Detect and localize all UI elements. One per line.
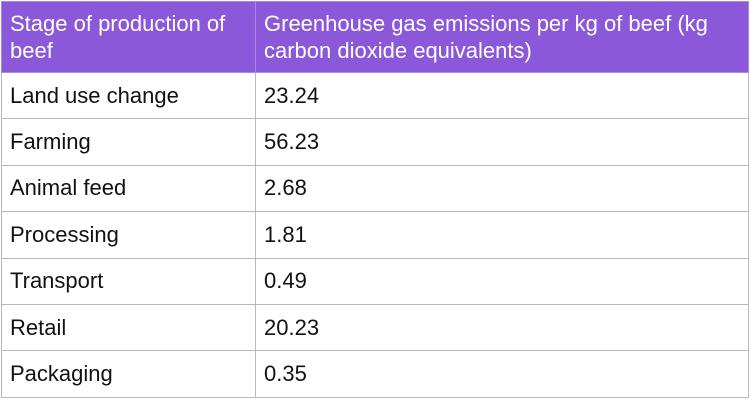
header-row: Stage of production of beef Greenhouse g… bbox=[1, 1, 749, 73]
table-row: Transport 0.49 bbox=[1, 257, 749, 305]
table-row: Animal feed 2.68 bbox=[1, 164, 749, 213]
table-row: Packaging 0.35 bbox=[1, 350, 749, 398]
stage-cell: Farming bbox=[1, 118, 256, 166]
stage-cell: Processing bbox=[1, 211, 256, 259]
table-body: Land use change 23.24 Farming 56.23 Animal f… bbox=[1, 71, 749, 398]
emission-cell: 0.35 bbox=[255, 350, 749, 398]
table-row: Retail 20.23 bbox=[1, 303, 749, 352]
header-cell: Stage of production of beef bbox=[1, 1, 256, 73]
table-row: Farming 56.23 bbox=[1, 118, 749, 166]
stage-cell: Land use change bbox=[1, 71, 256, 120]
stage-cell: Animal feed bbox=[1, 164, 256, 213]
emission-cell: 23.24 bbox=[255, 71, 749, 120]
header-cell: Greenhouse gas emissions per kg of beef … bbox=[255, 1, 749, 73]
emission-cell: 2.68 bbox=[255, 164, 749, 213]
emissions-table: Stage of production of beef Greenhouse g… bbox=[1, 1, 749, 398]
stage-cell: Packaging bbox=[1, 350, 256, 398]
emission-cell: 1.81 bbox=[255, 211, 749, 259]
stage-cell: Transport bbox=[1, 257, 256, 305]
emission-cell: 0.49 bbox=[255, 257, 749, 305]
table-row: Land use change 23.24 bbox=[1, 71, 749, 120]
table-row: Processing 1.81 bbox=[1, 211, 749, 259]
emission-cell: 20.23 bbox=[255, 303, 749, 352]
stage-cell: Retail bbox=[1, 303, 256, 352]
emission-cell: 56.23 bbox=[255, 118, 749, 166]
